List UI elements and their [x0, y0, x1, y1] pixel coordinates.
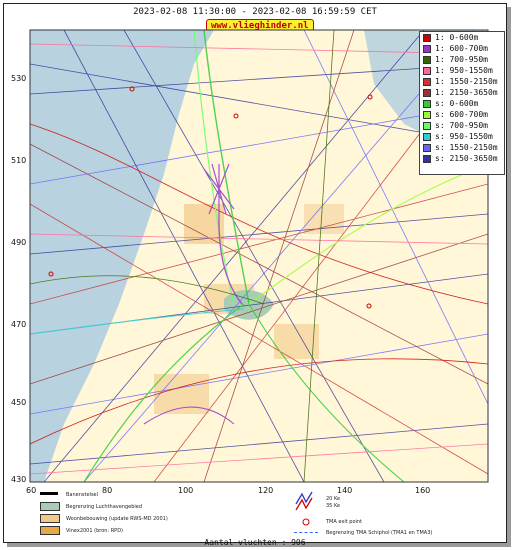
legend-row: s: 700-950m: [420, 120, 504, 131]
legend-swatch: [423, 55, 431, 64]
tma-boundary-swatch: [294, 532, 318, 533]
map-key: Banenstelsel Begrenzing Luchthavengebied…: [4, 484, 506, 542]
x-tick-label: 140: [337, 486, 352, 495]
tma-boundary-label: Begrenzing TMA Schiphol (TMA1 en TMA3): [326, 530, 433, 536]
flight-tracks: [30, 30, 488, 482]
legend-swatch: [423, 33, 431, 42]
legend-row: s: 0-600m: [420, 98, 504, 109]
runway-swatch: [40, 492, 58, 495]
legend-row: s: 2150-3650m: [420, 153, 504, 164]
vinex-label: Vinex2001 (bron: RPD): [66, 528, 123, 534]
legend-label: s: 2150-3650m: [435, 154, 498, 163]
legend-swatch: [423, 66, 431, 75]
y-tick-label: 450: [11, 398, 26, 407]
legend-row: 1: 600-700m: [420, 43, 504, 54]
housing-label: Woonbebouwing (update RWS-MD 2001): [66, 516, 168, 522]
legend-label: s: 950-1550m: [435, 132, 493, 141]
legend-swatch: [423, 88, 431, 97]
legend-swatch: [423, 132, 431, 141]
x-tick-label: 120: [258, 486, 273, 495]
tma-exit-label: TMA exit point: [326, 519, 363, 525]
legend-label: s: 700-950m: [435, 121, 488, 130]
housing-swatch: [40, 514, 60, 523]
legend-row: s: 1550-2150m: [420, 142, 504, 153]
legend-row: s: 950-1550m: [420, 131, 504, 142]
plot-border: [29, 29, 489, 483]
legend-row: 1: 700-950m: [420, 54, 504, 65]
map-frame: 2023-02-08 11:30:00 - 2023-02-08 16:59:5…: [3, 3, 507, 547]
legend-label: 1: 2150-3650m: [435, 88, 498, 97]
vinex-swatch: [40, 526, 60, 535]
map-canvas: 530 510 490 470 450 430 60 80 100 120 14…: [11, 29, 489, 495]
x-tick-label: 160: [415, 486, 430, 495]
legend-label: 1: 1550-2150m: [435, 77, 498, 86]
x-tick-label: 60: [26, 486, 36, 495]
legend-label: 1: 700-950m: [435, 55, 488, 64]
legend-row: 1: 2150-3650m: [420, 87, 504, 98]
tma-exit-icon: [302, 518, 310, 526]
y-tick-label: 530: [11, 74, 26, 83]
flight-count: Aantal vluchten : 906: [204, 538, 306, 547]
legend-row: s: 600-700m: [420, 109, 504, 120]
legend-swatch: [423, 99, 431, 108]
runway-label: Banenstelsel: [66, 492, 99, 498]
y-tick-label: 510: [11, 156, 26, 165]
legend-swatch: [423, 44, 431, 53]
legend-label: 1: 950-1550m: [435, 66, 493, 75]
legend-swatch: [423, 77, 431, 86]
legend-label: 1: 0-600m: [435, 33, 479, 42]
airport-boundary-label: Begrenzing Luchthavengebied: [66, 504, 143, 510]
legend-row: 1: 0-600m: [420, 32, 504, 43]
time-range-title: 2023-02-08 11:30:00 - 2023-02-08 16:59:5…: [133, 7, 377, 17]
tma-exit-point: [367, 94, 373, 100]
tma-exit-point: [366, 303, 372, 309]
legend-swatch: [423, 110, 431, 119]
tma-exit-point: [233, 113, 239, 119]
legend-label: s: 0-600m: [435, 99, 479, 108]
ke20-label: 20 Ke: [326, 496, 341, 502]
y-tick-label: 430: [11, 475, 26, 484]
legend-swatch: [423, 121, 431, 130]
legend-swatch: [423, 154, 431, 163]
legend-swatch: [423, 143, 431, 152]
legend-row: 1: 950-1550m: [420, 65, 504, 76]
tma-exit-point: [48, 271, 54, 277]
legend-label: 1: 600-700m: [435, 44, 488, 53]
legend-label: s: 600-700m: [435, 110, 488, 119]
y-tick-label: 470: [11, 320, 26, 329]
tma-exit-point: [129, 86, 135, 92]
ke-contour-icon: [295, 491, 313, 511]
ke35-label: 35 Ke: [326, 503, 341, 509]
y-tick-label: 490: [11, 238, 26, 247]
altitude-legend: 1: 0-600m 1: 600-700m 1: 700-950m 1: 950…: [419, 31, 505, 175]
airport-boundary-swatch: [40, 502, 60, 511]
x-tick-label: 80: [102, 486, 112, 495]
x-tick-label: 100: [178, 486, 193, 495]
legend-row: 1: 1550-2150m: [420, 76, 504, 87]
legend-label: s: 1550-2150m: [435, 143, 498, 152]
